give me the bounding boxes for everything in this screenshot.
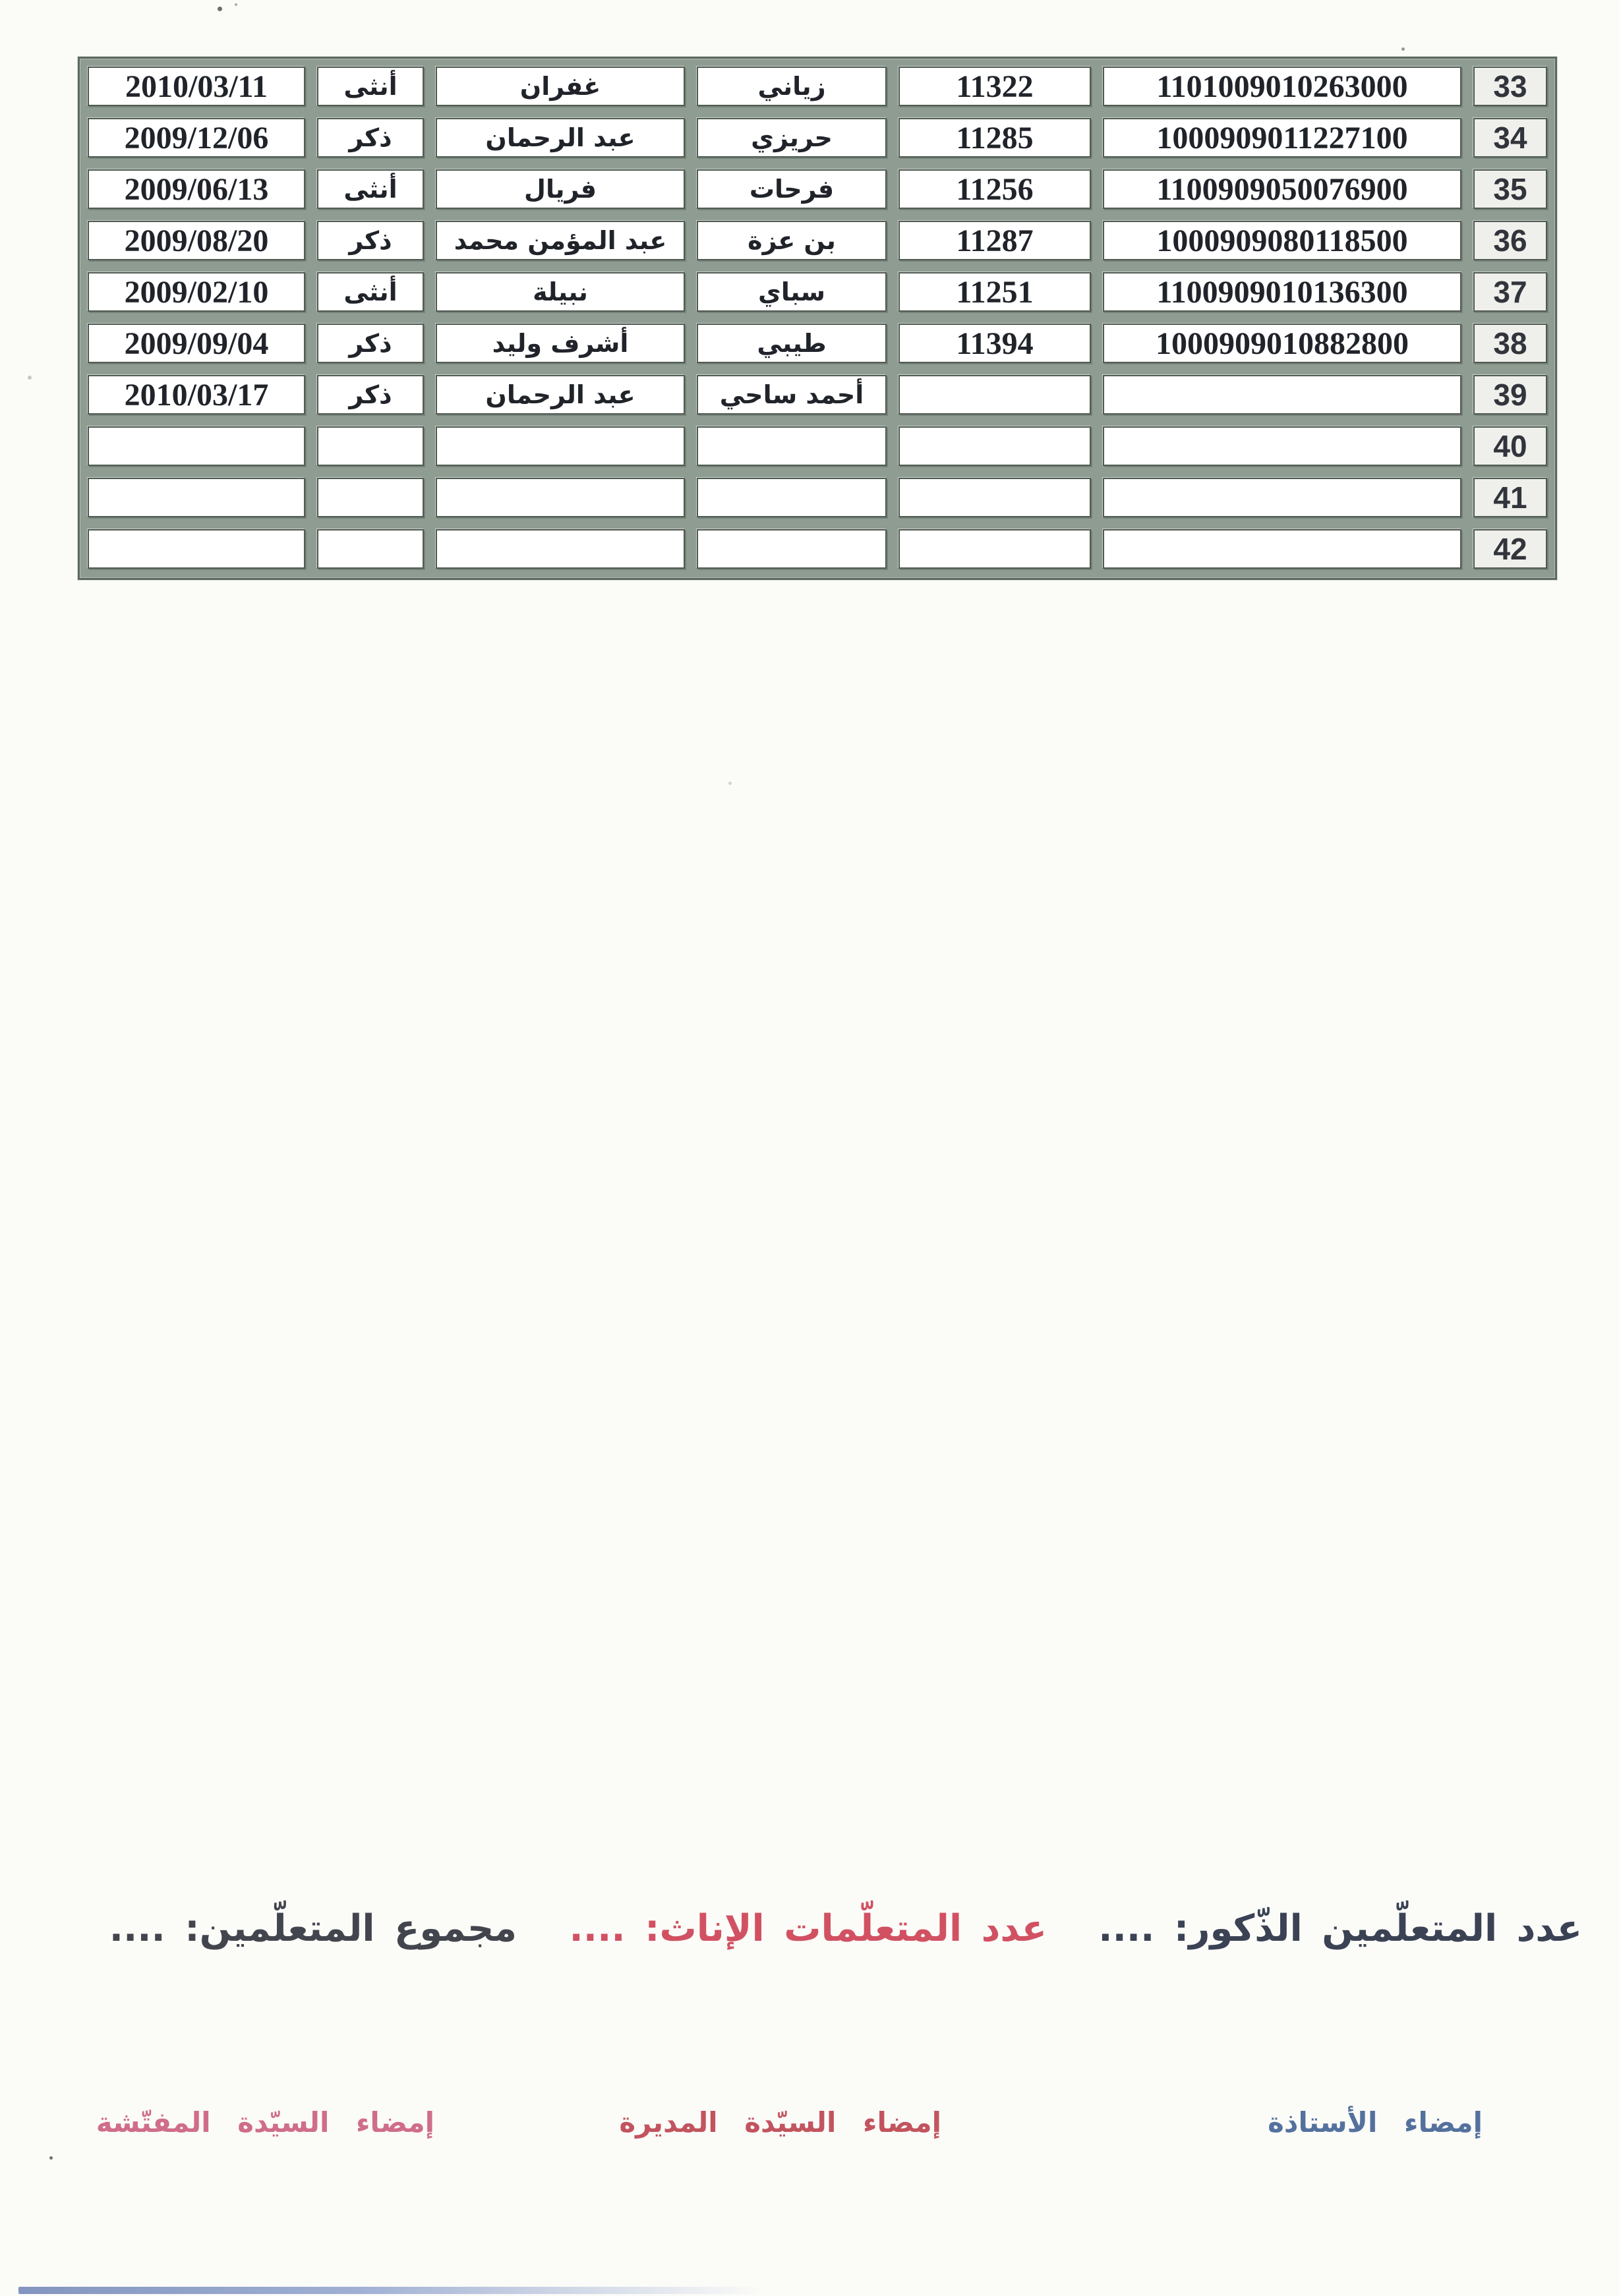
gender-cell [317,478,424,517]
scan-edge-artifact [18,2287,763,2294]
last-name-cell: أحمد ساحي [697,375,887,415]
long-id-cell: 1000909010882800 [1103,324,1461,363]
short-id-cell: 11285 [898,118,1091,158]
row-number-cell: 42 [1473,529,1547,569]
long-id-cell [1103,529,1461,569]
first-name-cell: عبد المؤمن محمد [436,221,685,260]
first-name-cell: عبد الرحمان [436,375,685,415]
birth-date-cell [88,426,305,466]
long-id-cell [1103,426,1461,466]
birth-date-cell: 2010/03/11 [88,67,305,106]
birth-date-cell: 2009/06/13 [88,169,305,209]
row-number-cell: 35 [1473,169,1547,209]
scan-speck [218,7,222,11]
last-name-cell: سباي [697,272,887,312]
first-name-cell: نبيلة [436,272,685,312]
scan-speck [728,782,732,785]
birth-date-cell [88,478,305,517]
row-number-cell: 34 [1473,118,1547,158]
student-table: 2010/03/11 أنثى غفران زياني 11322 110100… [78,57,1557,580]
long-id-cell [1103,375,1461,415]
gender-cell [317,426,424,466]
last-name-cell: حريزي [697,118,887,158]
gender-cell: ذكر [317,221,424,260]
male-learners-count-label: عدد المتعلّمين الذّكور: .... [1098,1907,1582,1950]
row-number-cell: 36 [1473,221,1547,260]
first-name-cell: أشرف وليد [436,324,685,363]
last-name-cell: زياني [697,67,887,106]
student-table-grid: 2010/03/11 أنثى غفران زياني 11322 110100… [88,67,1547,570]
long-id-cell: 1100909050076900 [1103,169,1461,209]
row-number-cell: 40 [1473,426,1547,466]
short-id-cell: 11256 [898,169,1091,209]
long-id-cell: 1000909080118500 [1103,221,1461,260]
row-number-cell: 38 [1473,324,1547,363]
birth-date-cell: 2009/12/06 [88,118,305,158]
female-learners-count-label: عدد المتعلّمات الإناث: .... [569,1907,1047,1950]
long-id-cell: 1100909010136300 [1103,272,1461,312]
short-id-cell [898,478,1091,517]
last-name-cell: طيبي [697,324,887,363]
birth-date-cell: 2010/03/17 [88,375,305,415]
total-learners-label: مجموع المتعلّمين: .... [109,1907,517,1950]
long-id-cell: 1000909011227100 [1103,118,1461,158]
birth-date-cell: 2009/02/10 [88,272,305,312]
long-id-cell: 1101009010263000 [1103,67,1461,106]
short-id-cell [898,426,1091,466]
scan-speck [49,2156,53,2160]
last-name-cell [697,426,887,466]
gender-cell: ذكر [317,375,424,415]
row-number-cell: 41 [1473,478,1547,517]
birth-date-cell: 2009/09/04 [88,324,305,363]
last-name-cell [697,529,887,569]
short-id-cell [898,375,1091,415]
last-name-cell: فرحات [697,169,887,209]
row-number-cell: 37 [1473,272,1547,312]
first-name-cell: عبد الرحمان [436,118,685,158]
scan-speck [1401,47,1405,51]
first-name-cell [436,478,685,517]
teacher-signature-label: إمضاء الأستاذة [1268,2106,1483,2138]
scan-speck [28,376,32,380]
row-number-cell: 33 [1473,67,1547,106]
gender-cell [317,529,424,569]
short-id-cell: 11251 [898,272,1091,312]
last-name-cell: بن عزة [697,221,887,260]
short-id-cell: 11394 [898,324,1091,363]
first-name-cell [436,426,685,466]
director-signature-label: إمضاء السيّدة المديرة [619,2106,941,2138]
first-name-cell: فريال [436,169,685,209]
short-id-cell: 11322 [898,67,1091,106]
birth-date-cell [88,529,305,569]
birth-date-cell: 2009/08/20 [88,221,305,260]
first-name-cell [436,529,685,569]
last-name-cell [697,478,887,517]
long-id-cell [1103,478,1461,517]
gender-cell: أنثى [317,272,424,312]
row-number-cell: 39 [1473,375,1547,415]
short-id-cell [898,529,1091,569]
gender-cell: ذكر [317,324,424,363]
gender-cell: أنثى [317,169,424,209]
first-name-cell: غفران [436,67,685,106]
scan-speck [235,3,237,6]
gender-cell: أنثى [317,67,424,106]
short-id-cell: 11287 [898,221,1091,260]
gender-cell: ذكر [317,118,424,158]
inspector-signature-label: إمضاء السيّدة المفتّشة [96,2106,434,2138]
